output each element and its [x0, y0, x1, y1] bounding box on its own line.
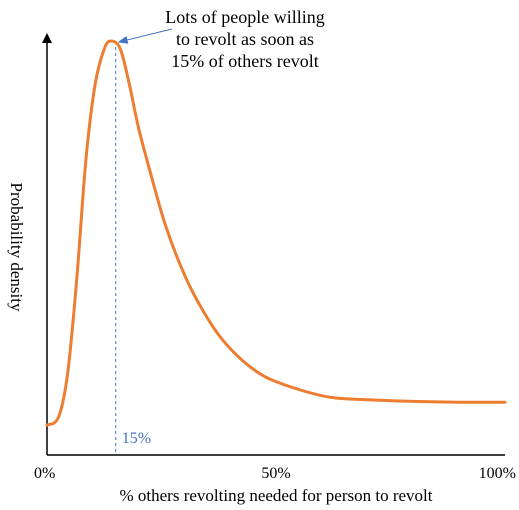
annotation-line-3: 15% of others revolt [171, 51, 318, 71]
x-tick-labels: 0% 50% 100% [34, 465, 516, 482]
x-axis-title: % others revolting needed for person to … [120, 486, 433, 505]
x-tick-label: 0% [34, 465, 55, 482]
reference-line-label: 15% [122, 430, 151, 447]
density-curve [45, 39, 507, 427]
x-tick-label: 100% [479, 465, 516, 482]
y-axis-title: Probability density [7, 183, 26, 312]
x-tick-label: 50% [261, 465, 290, 482]
annotation-line-2: to revolt as soon as [176, 29, 314, 49]
annotation-line-1: Lots of people willing [165, 7, 324, 27]
annotation-arrow [117, 28, 173, 44]
annotation: Lots of people willing to revolt as soon… [165, 7, 324, 71]
